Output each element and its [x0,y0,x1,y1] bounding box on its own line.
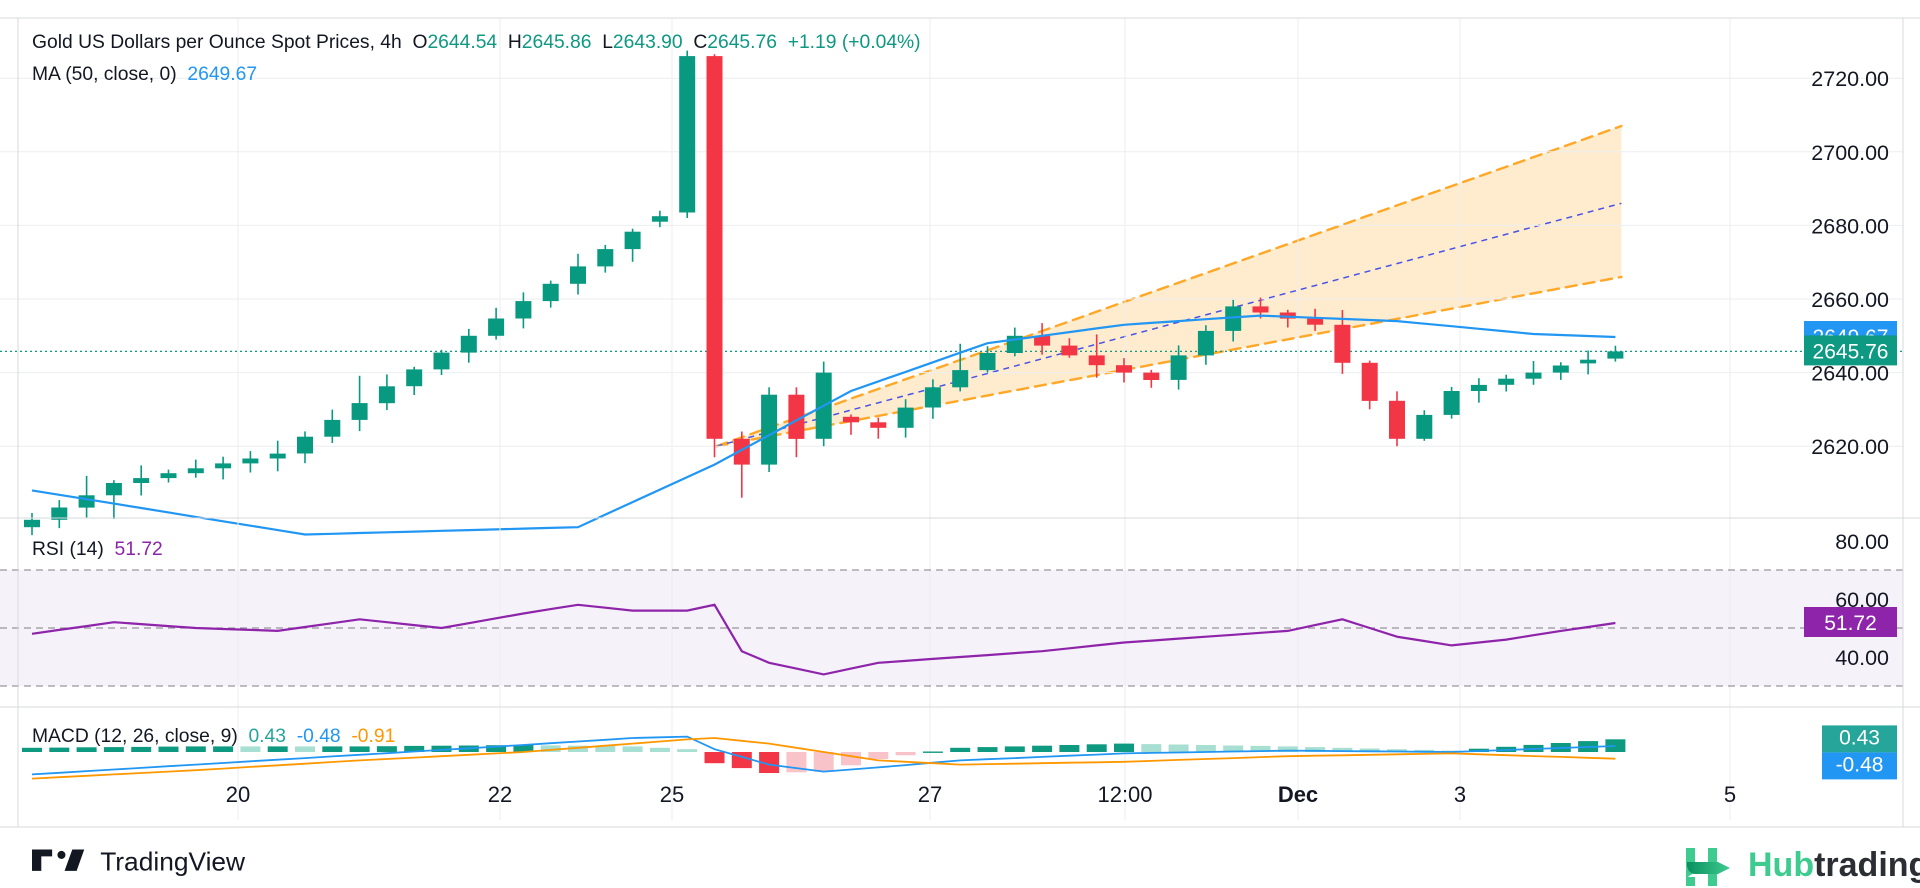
svg-text:27: 27 [918,782,942,807]
svg-text:80.00: 80.00 [1835,530,1889,554]
svg-text:MACD (12, 26, close, 9) 0.43: MACD (12, 26, close, 9) 0.43 -0.48 -0.91 [32,726,395,747]
svg-text:5: 5 [1724,782,1736,807]
svg-text:-0.48: -0.48 [1836,753,1884,776]
svg-text:2700.00: 2700.00 [1811,141,1889,165]
svg-text:2620.00: 2620.00 [1811,435,1889,459]
svg-text:Hubtrading: Hubtrading [1748,846,1920,884]
svg-text:2645.76: 2645.76 [1813,340,1889,363]
svg-text:12:00: 12:00 [1097,782,1152,807]
svg-text:20: 20 [226,782,250,807]
svg-text:RSI (14) 51.72: RSI (14) 51.72 [32,539,163,560]
svg-text:TradingView: TradingView [100,846,246,876]
svg-text:0.43: 0.43 [1839,726,1880,749]
svg-text:Gold US Dollars per Ounce Spot: Gold US Dollars per Ounce Spot Prices, 4… [32,32,921,53]
svg-text:2720.00: 2720.00 [1811,67,1889,91]
svg-text:22: 22 [488,782,512,807]
svg-text:60.00: 60.00 [1835,588,1889,612]
svg-text:2680.00: 2680.00 [1811,214,1889,238]
svg-text:Dec: Dec [1278,782,1318,807]
svg-text:40.00: 40.00 [1835,646,1889,670]
svg-text:51.72: 51.72 [1824,612,1877,635]
svg-text:MA (50, close, 0) 2649.67: MA (50, close, 0) 2649.67 [32,64,257,85]
svg-text:3: 3 [1454,782,1466,807]
svg-text:2660.00: 2660.00 [1811,288,1889,312]
svg-text:25: 25 [660,782,684,807]
